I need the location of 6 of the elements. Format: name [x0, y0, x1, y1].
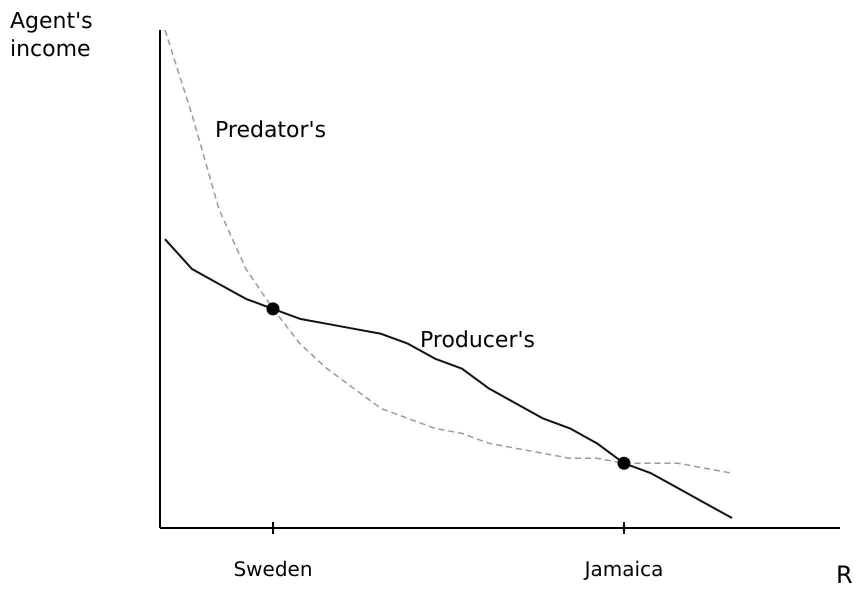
y-axis-title: Agent's income [10, 8, 94, 64]
series-label: Predator's [215, 118, 326, 143]
series-label: Producer's [420, 328, 535, 353]
x-tick-label: Sweden [233, 557, 313, 581]
x-tick-label: Jamaica [582, 557, 664, 581]
x-axis-title: R [836, 561, 853, 589]
